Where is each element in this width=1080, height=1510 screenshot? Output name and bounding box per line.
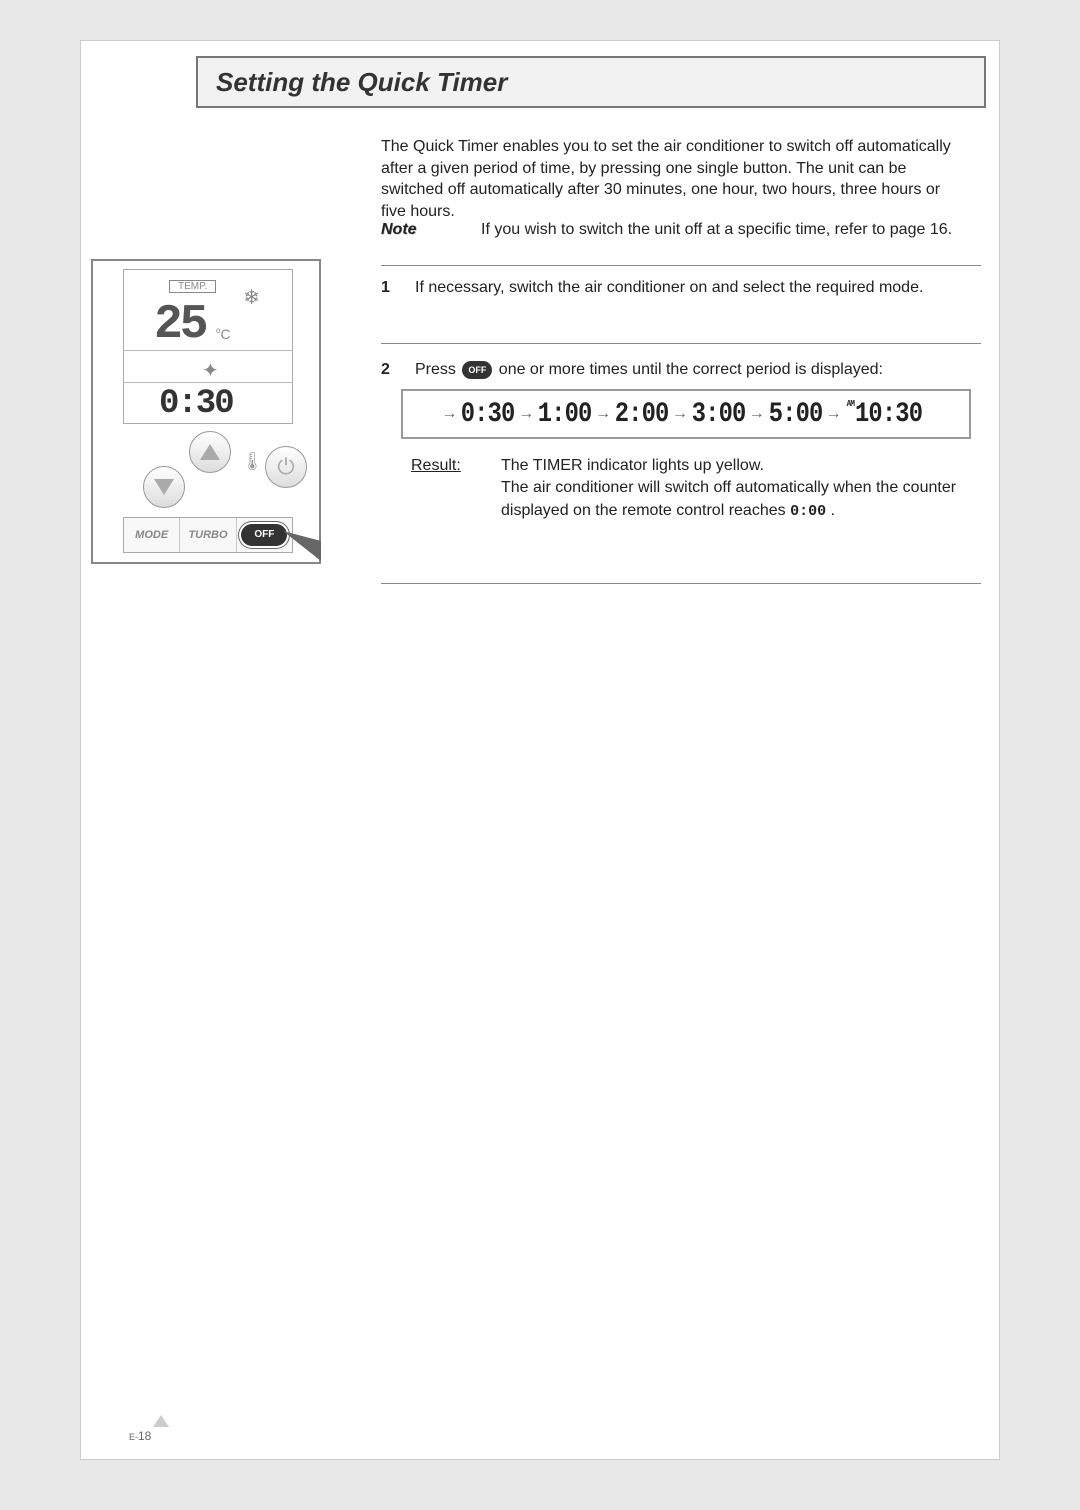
result-line1: The TIMER indicator lights up yellow. — [501, 457, 764, 474]
power-icon: ⏻ — [277, 454, 294, 480]
result-body: The TIMER indicator lights up yellow. Th… — [501, 455, 971, 522]
manual-page: Setting the Quick Timer The Quick Timer … — [80, 40, 1000, 1460]
step-text: Press OFF one or more times until the co… — [415, 359, 961, 381]
arrow-icon: → — [829, 405, 839, 423]
arrow-icon: → — [522, 405, 532, 423]
step-number: 2 — [381, 359, 397, 381]
step2-post: one or more times until the correct peri… — [494, 361, 883, 378]
am-label: AM — [847, 399, 854, 409]
arrow-icon: → — [598, 405, 608, 423]
triangle-down-icon — [154, 479, 174, 495]
result-line2-post: . — [826, 502, 835, 519]
page-prefix: E- — [129, 1432, 138, 1442]
page-number: E-18 — [129, 1429, 151, 1443]
arrow-icon: → — [445, 405, 455, 423]
down-button — [143, 466, 185, 508]
celsius-unit: C — [216, 326, 231, 342]
step-1: 1 If necessary, switch the air condition… — [381, 277, 961, 299]
up-button — [189, 431, 231, 473]
turbo-button: TURBO — [180, 518, 236, 552]
remote-display: TEMP. ❄ 25 C ✦ 0:30 — [123, 269, 293, 424]
am-time: 10:30 — [855, 399, 922, 430]
thermometer-icon: 🌡 — [241, 451, 264, 472]
separator — [381, 583, 981, 584]
arrow-icon: → — [752, 405, 762, 423]
title-bar: Setting the Quick Timer — [196, 56, 986, 108]
note-label: Note — [381, 219, 441, 241]
intro-text: The Quick Timer enables you to set the a… — [381, 136, 961, 222]
separator — [381, 265, 981, 266]
seq-time: 1:00 — [538, 399, 592, 430]
page-n: 18 — [138, 1429, 151, 1443]
triangle-up-icon — [200, 444, 220, 460]
step2-pre: Press — [415, 361, 460, 378]
mode-button: MODE — [124, 518, 180, 552]
page-marker-icon — [153, 1415, 169, 1427]
display-divider — [124, 382, 292, 383]
seq-time: 0:30 — [461, 399, 515, 430]
step-text: If necessary, switch the air conditioner… — [415, 277, 961, 299]
fan-icon: ✦ — [202, 358, 219, 383]
result-row: Result: The TIMER indicator lights up ye… — [411, 455, 971, 522]
snowflake-icon: ❄ — [243, 285, 260, 310]
page-title: Setting the Quick Timer — [216, 67, 507, 98]
result-line2-pre: The air conditioner will switch off auto… — [501, 479, 956, 518]
step-number: 1 — [381, 277, 397, 299]
step-2: 2 Press OFF one or more times until the … — [381, 359, 961, 381]
separator — [381, 343, 981, 344]
arrow-icon: → — [675, 405, 685, 423]
remote-illustration: TEMP. ❄ 25 C ✦ 0:30 🌡 ⏻ MODE TURBO OFF — [91, 259, 321, 564]
temp-label: TEMP. — [169, 280, 216, 293]
seq-time-am: AM10:30 — [847, 399, 923, 430]
power-button: ⏻ — [265, 446, 307, 488]
zero-display: 0:00 — [790, 503, 826, 520]
button-panel: MODE TURBO OFF — [123, 517, 293, 553]
off-button-icon: OFF — [462, 361, 492, 379]
display-divider — [124, 350, 292, 351]
timer-sequence-box: → 0:30 → 1:00 → 2:00 → 3:00 → 5:00 → AM1… — [401, 389, 971, 439]
result-label: Result: — [411, 455, 471, 522]
note-row: Note If you wish to switch the unit off … — [381, 219, 961, 241]
seq-time: 2:00 — [615, 399, 669, 430]
callout-line — [283, 531, 323, 561]
seq-time: 3:00 — [692, 399, 746, 430]
temp-value: 25 — [154, 298, 206, 352]
timer-value: 0:30 — [159, 385, 233, 423]
note-body: If you wish to switch the unit off at a … — [481, 219, 961, 241]
seq-time: 5:00 — [768, 399, 822, 430]
off-pill-button: OFF — [241, 524, 287, 546]
